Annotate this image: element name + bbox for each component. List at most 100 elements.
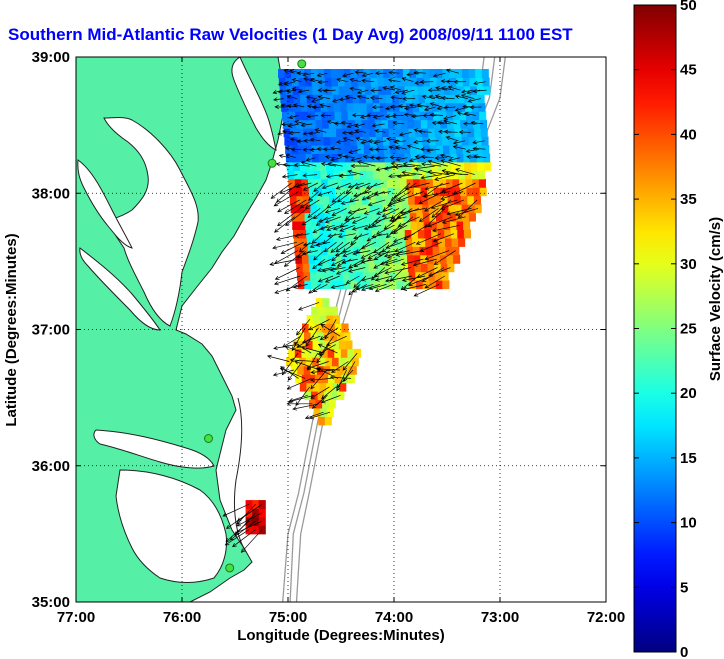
velocity-arrow	[398, 131, 412, 137]
velocity-arrow	[427, 169, 449, 175]
velocity-cell	[392, 94, 400, 104]
velocity-cell	[463, 221, 471, 230]
velocity-cell	[331, 153, 339, 163]
velocity-cell	[288, 348, 296, 358]
velocity-cell	[450, 153, 458, 163]
velocity-arrow	[287, 361, 303, 381]
velocity-cell	[441, 204, 449, 214]
velocity-cell	[316, 128, 324, 138]
velocity-arrow	[334, 250, 351, 257]
velocity-cell	[437, 85, 445, 95]
velocity-cell	[347, 348, 355, 358]
velocity-cell	[364, 153, 372, 163]
velocity-cell	[291, 68, 299, 78]
velocity-cell	[372, 237, 380, 247]
velocity-cell	[378, 85, 386, 95]
velocity-arrow	[441, 182, 463, 193]
velocity-arrow	[330, 241, 344, 253]
velocity-arrow	[369, 95, 383, 101]
velocity-cell	[310, 68, 318, 78]
velocity-cell	[299, 340, 307, 350]
velocity-cell	[383, 77, 392, 87]
velocity-arrow	[335, 267, 353, 275]
velocity-arrow	[341, 258, 358, 264]
velocity-arrow	[295, 386, 310, 407]
velocity-cell	[364, 221, 372, 230]
velocity-cell	[470, 85, 478, 95]
velocity-arrow	[374, 275, 393, 282]
velocity-cell	[450, 229, 458, 239]
velocity-cell	[464, 161, 472, 171]
velocity-cell	[368, 195, 376, 205]
velocity-cell	[456, 145, 464, 154]
velocity-arrow	[295, 182, 312, 189]
velocity-cell	[336, 204, 344, 214]
velocity-cell	[418, 94, 426, 104]
velocity-arrow	[285, 153, 296, 159]
velocity-cell	[305, 85, 313, 95]
velocity-arrow	[301, 216, 315, 226]
velocity-cell	[454, 128, 462, 138]
velocity-cell	[402, 271, 410, 281]
velocity-cell	[385, 237, 393, 247]
velocity-cell	[322, 119, 330, 129]
velocity-cell	[477, 94, 485, 104]
velocity-cell	[473, 119, 481, 129]
velocity-arrow	[385, 275, 413, 283]
velocity-cell	[404, 85, 412, 95]
velocity-cell	[350, 145, 358, 154]
velocity-cell	[305, 340, 314, 350]
velocity-cell	[334, 178, 342, 188]
velocity-cell	[314, 178, 322, 188]
velocity-arrow	[281, 174, 298, 179]
velocity-cell	[325, 357, 333, 367]
velocity-cell	[417, 221, 425, 230]
velocity-arrow	[416, 103, 430, 108]
velocity-arrow	[445, 68, 459, 74]
velocity-cell	[432, 170, 440, 180]
velocity-cell	[299, 357, 307, 367]
velocity-cell	[451, 170, 459, 180]
velocity-cell	[469, 153, 478, 163]
velocity-cell	[476, 153, 484, 163]
velocity-arrow	[354, 128, 366, 134]
velocity-cell	[414, 119, 422, 129]
velocity-cell	[377, 77, 385, 87]
velocity-cell	[304, 331, 312, 341]
velocity-arrow	[360, 241, 377, 250]
x-tick-label: 77:00	[57, 609, 95, 626]
velocity-cell	[353, 348, 362, 358]
velocity-arrow	[425, 138, 439, 144]
velocity-cell	[313, 237, 321, 247]
velocity-arrow	[274, 250, 299, 264]
velocity-cell	[330, 204, 338, 214]
velocity-cell	[337, 280, 345, 290]
velocity-cell	[337, 68, 345, 78]
velocity-cell	[368, 263, 376, 273]
velocity-cell	[371, 229, 379, 239]
velocity-cell	[414, 195, 422, 205]
velocity-arrow	[371, 233, 389, 239]
velocity-cell	[301, 178, 309, 188]
velocity-cell	[316, 204, 325, 214]
velocity-arrow	[456, 111, 470, 116]
grid-lines	[76, 57, 606, 602]
velocity-arrow	[286, 94, 297, 99]
velocity-arrow	[394, 89, 408, 95]
velocity-cell	[348, 119, 356, 129]
velocity-arrow	[319, 224, 335, 231]
velocity-cell	[356, 204, 364, 214]
velocity-cell	[398, 161, 406, 171]
velocity-cell	[302, 119, 310, 129]
velocity-cell	[435, 68, 443, 78]
velocity-cell	[448, 204, 456, 214]
velocity-cell	[441, 271, 449, 281]
velocity-cell	[409, 68, 417, 78]
velocity-cell	[334, 374, 342, 384]
velocity-arrow	[284, 199, 307, 215]
velocity-cell	[423, 153, 432, 163]
velocity-cell	[407, 187, 415, 197]
velocity-arrow	[465, 148, 480, 154]
velocity-cell	[328, 187, 336, 197]
velocity-cell	[337, 391, 345, 401]
